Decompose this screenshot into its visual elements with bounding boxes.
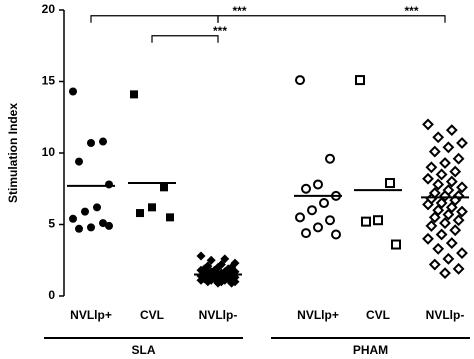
point <box>425 220 438 232</box>
point <box>445 201 458 214</box>
point <box>442 208 455 221</box>
y-tick-label: 20 <box>42 2 56 16</box>
point <box>449 165 462 178</box>
x-tick-label: NVLlp+ <box>70 308 112 322</box>
x-tick-label: NVLlp- <box>199 308 238 322</box>
point <box>456 181 468 194</box>
x-tick-label: CVL <box>366 308 390 322</box>
point <box>432 204 445 217</box>
point <box>439 217 451 229</box>
point <box>432 131 445 144</box>
point <box>295 212 305 223</box>
point <box>220 254 230 264</box>
point <box>105 221 113 230</box>
point <box>456 137 468 149</box>
point <box>428 211 441 224</box>
point <box>355 75 365 86</box>
point <box>428 145 441 158</box>
point <box>227 278 237 288</box>
point <box>325 215 335 226</box>
point <box>449 224 462 237</box>
significance-bracket <box>217 15 446 23</box>
point <box>439 267 451 280</box>
point <box>160 183 168 192</box>
significance-label: *** <box>213 24 227 38</box>
point <box>93 203 101 212</box>
significance-label: *** <box>232 4 246 18</box>
group-label: PHAM <box>353 343 388 357</box>
y-axis-label: Stimulation Index <box>6 103 20 203</box>
point <box>136 209 144 218</box>
point <box>422 198 434 211</box>
x-tick-label: CVL <box>140 308 164 322</box>
significance-bracket <box>90 15 219 23</box>
point <box>422 118 434 131</box>
point <box>331 229 341 240</box>
point <box>435 168 448 181</box>
x-tick-label: NVLlp+ <box>297 308 339 322</box>
point <box>319 198 329 209</box>
point <box>295 75 305 86</box>
point <box>445 124 458 137</box>
point <box>435 197 448 209</box>
point <box>69 214 77 223</box>
point <box>130 90 138 99</box>
point <box>456 205 468 218</box>
point <box>325 153 335 164</box>
point <box>445 237 458 250</box>
point <box>422 172 434 185</box>
point <box>391 239 401 250</box>
point <box>301 228 311 239</box>
point <box>361 216 371 227</box>
significance-label: *** <box>404 4 418 18</box>
group-label: SLA <box>132 343 156 357</box>
point <box>307 205 317 216</box>
point <box>452 262 465 275</box>
point <box>432 242 445 255</box>
point <box>203 277 213 287</box>
point <box>442 141 455 154</box>
y-tick-label: 0 <box>48 288 55 302</box>
point <box>452 214 465 227</box>
point <box>456 247 468 260</box>
point <box>445 175 458 188</box>
point <box>313 222 323 233</box>
point <box>206 255 216 265</box>
point <box>69 87 77 96</box>
point <box>435 228 448 241</box>
point <box>385 178 395 189</box>
y-tick-label: 15 <box>42 74 56 88</box>
point <box>196 275 206 285</box>
point <box>439 157 451 169</box>
point <box>99 137 107 146</box>
point <box>428 258 441 271</box>
point <box>81 207 89 216</box>
point <box>99 219 107 228</box>
point <box>105 180 113 189</box>
point <box>432 178 445 191</box>
y-tick-label: 5 <box>48 217 55 231</box>
x-tick-label: NVLlp- <box>426 308 465 322</box>
point <box>87 223 95 232</box>
point <box>213 278 223 288</box>
y-tick-label: 10 <box>42 145 56 159</box>
point <box>301 183 311 194</box>
point <box>313 179 323 190</box>
point <box>148 203 156 212</box>
point <box>166 213 174 222</box>
point <box>75 157 83 166</box>
point <box>373 215 383 226</box>
point <box>452 152 465 165</box>
point <box>422 232 434 245</box>
point <box>442 252 455 265</box>
point <box>75 224 83 233</box>
point <box>425 161 438 174</box>
point <box>87 138 95 147</box>
significance-bracket <box>151 35 219 43</box>
point <box>196 251 206 261</box>
